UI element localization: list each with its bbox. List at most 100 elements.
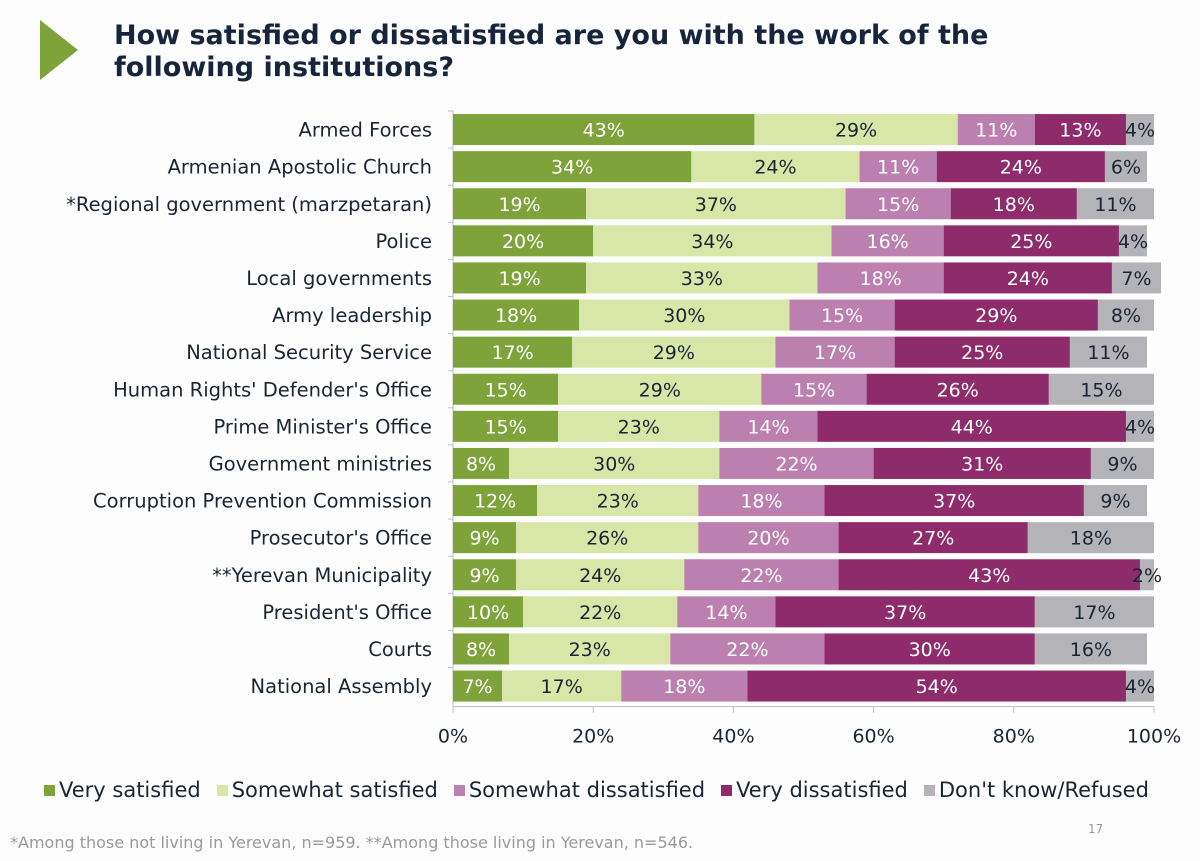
bar-segment <box>1118 225 1147 257</box>
bar-segment <box>775 596 1035 628</box>
bar-segment <box>1034 114 1126 146</box>
bar-segment <box>453 373 559 405</box>
bar-segment <box>453 262 587 294</box>
data-label: 8% <box>466 453 496 475</box>
category-label: Prime Minister's Office <box>213 415 432 438</box>
data-label: 30% <box>593 453 635 475</box>
data-label: 29% <box>835 120 877 142</box>
bar-segment <box>1125 670 1154 702</box>
data-label: 44% <box>951 416 993 438</box>
data-label: 22% <box>579 602 621 624</box>
bar-segment <box>754 114 958 146</box>
bar-segment <box>943 262 1112 294</box>
data-label: 20% <box>747 528 789 550</box>
category-label: **Yerevan Municipality <box>212 564 432 587</box>
data-label: 11% <box>1094 194 1136 216</box>
bar-segment <box>516 522 699 554</box>
data-label: 30% <box>909 639 951 661</box>
x-tick-label: 60% <box>852 726 894 748</box>
bar-segment <box>1090 447 1154 479</box>
data-label: 24% <box>579 565 621 587</box>
bar-segment <box>670 633 825 665</box>
bar-segment <box>453 596 524 628</box>
bar-segment <box>453 410 559 442</box>
legend-item: Somewhat dissatisfied <box>453 778 706 802</box>
data-label: 30% <box>663 305 705 327</box>
bar-segment <box>1104 151 1147 183</box>
data-label: 34% <box>691 231 733 253</box>
data-label: 9% <box>469 528 499 550</box>
bar-segment <box>453 447 510 479</box>
bar-segment <box>845 188 951 220</box>
data-label: 2% <box>1132 565 1162 587</box>
bar-segment <box>761 373 867 405</box>
x-tick-label: 100% <box>1127 726 1181 748</box>
bar-segment <box>453 559 517 591</box>
bar-segment <box>1125 410 1154 442</box>
bar-segment <box>453 188 587 220</box>
bar-segment <box>509 447 720 479</box>
category-label: Local governments <box>246 267 432 290</box>
bar-segment <box>775 336 895 368</box>
bar-segment <box>950 188 1077 220</box>
legend-label: Somewhat satisfied <box>231 778 438 802</box>
bar-segment <box>523 596 678 628</box>
bar-segment <box>586 262 818 294</box>
legend-label: Somewhat dissatisfied <box>468 778 706 802</box>
bar-segment <box>824 485 1084 517</box>
data-label: 9% <box>469 565 499 587</box>
data-label: 31% <box>961 453 1003 475</box>
category-label: Government ministries <box>209 452 432 475</box>
bar-segment <box>1111 262 1162 294</box>
data-label: 23% <box>569 639 611 661</box>
data-label: 29% <box>653 342 695 364</box>
data-label: 22% <box>740 565 782 587</box>
data-label: 9% <box>1100 491 1130 513</box>
bar-segment <box>1125 114 1154 146</box>
bar-segment <box>817 410 1126 442</box>
legend-label: Very satisfied <box>59 778 201 802</box>
bar-segment <box>453 225 594 257</box>
data-label: 16% <box>1070 639 1112 661</box>
category-label: Corruption Prevention Commission <box>93 490 432 513</box>
legend-item: Very satisfied <box>44 778 201 802</box>
data-label: 18% <box>859 268 901 290</box>
x-tick-label: 20% <box>572 726 614 748</box>
bar-segment <box>866 373 1049 405</box>
bar-segment <box>1097 299 1154 331</box>
data-label: 16% <box>867 231 909 253</box>
data-label: 4% <box>1118 231 1148 253</box>
data-label: 26% <box>937 379 979 401</box>
bar-segment <box>824 633 1035 665</box>
bar-segment <box>453 299 580 331</box>
data-label: 15% <box>821 305 863 327</box>
bar-segment <box>1034 633 1147 665</box>
bar-segment <box>453 522 517 554</box>
chart-title: How satisfied or dissatisfied are you wi… <box>114 20 989 83</box>
data-label: 15% <box>484 416 526 438</box>
legend-item: Don't know/Refused <box>923 778 1149 802</box>
data-label: 24% <box>1007 268 1049 290</box>
data-label: 17% <box>491 342 533 364</box>
footnote: *Among those not living in Yerevan, n=95… <box>10 833 694 852</box>
bar-segment <box>719 410 818 442</box>
data-label: 17% <box>541 676 583 698</box>
legend-item: Somewhat satisfied <box>216 778 438 802</box>
legend-swatch <box>216 784 228 796</box>
bar-segment <box>859 151 937 183</box>
data-label: 24% <box>754 157 796 179</box>
bar-segment <box>453 670 503 702</box>
chart-legend: Very satisfied Somewhat satisfied Somewhat… <box>44 778 1149 802</box>
bar-segment <box>593 225 832 257</box>
legend-swatch <box>44 784 55 796</box>
legend-label: Very dissatisfied <box>736 778 908 802</box>
bar-segment <box>691 151 860 183</box>
data-label: 18% <box>993 194 1035 216</box>
bar-segment <box>873 447 1091 479</box>
bar-segment <box>453 114 755 146</box>
data-label: 19% <box>498 268 540 290</box>
x-tick-label: 80% <box>993 726 1035 748</box>
data-label: 23% <box>618 416 660 438</box>
data-label: 8% <box>466 639 496 661</box>
data-label: 18% <box>495 305 537 327</box>
